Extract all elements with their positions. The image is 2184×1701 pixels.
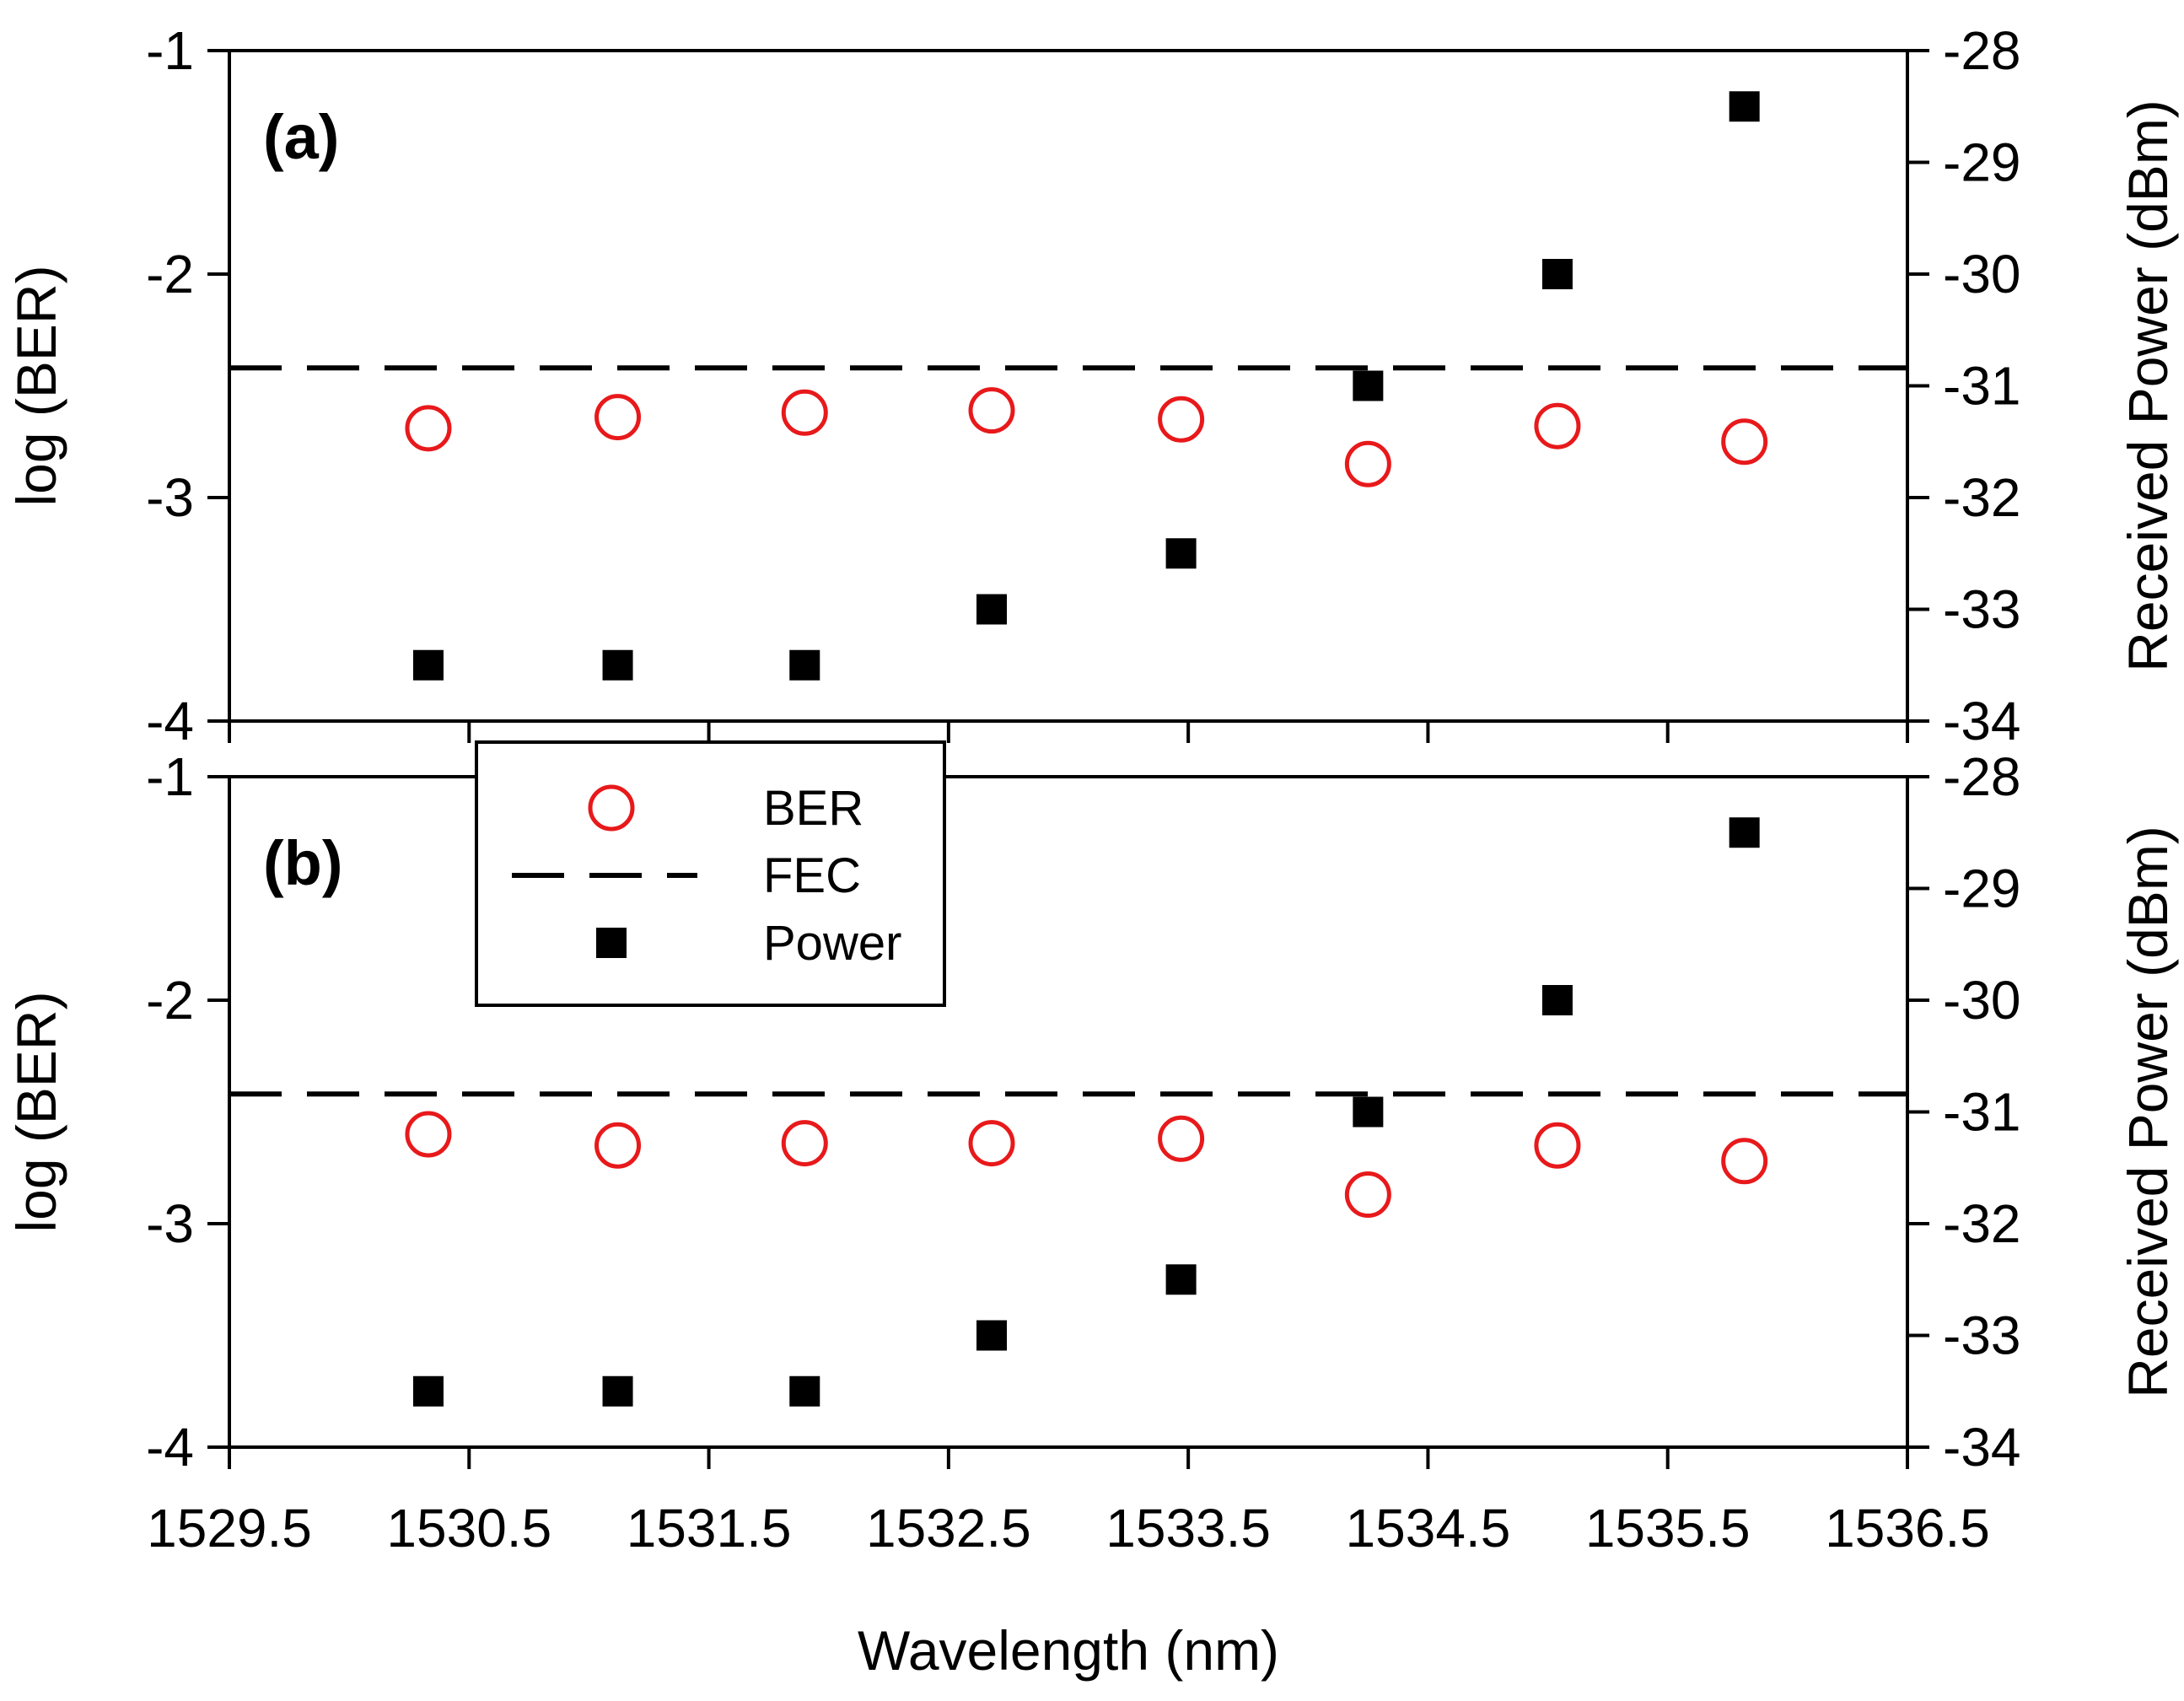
ber-point xyxy=(1721,1138,1768,1185)
power-point xyxy=(1353,370,1384,401)
legend-ber-symbol xyxy=(588,784,635,832)
power-point xyxy=(976,1320,1008,1351)
x-tick-label: 1530.5 xyxy=(386,1498,551,1558)
legend-entry: FEC xyxy=(763,848,861,903)
ber-point xyxy=(1158,396,1205,443)
power-point xyxy=(976,594,1008,625)
x-axis-title: Wavelength (nm) xyxy=(858,1619,1279,1682)
y-right-tick-label: -34 xyxy=(1943,1417,2021,1478)
power-point xyxy=(602,649,633,681)
y-right-tick-label: -30 xyxy=(1943,244,2021,304)
ber-point xyxy=(405,405,452,452)
y-left-tick-label: -2 xyxy=(146,244,194,304)
power-point xyxy=(789,649,820,681)
y-right-tick-label: -34 xyxy=(1943,691,2021,751)
ber-point xyxy=(968,1120,1015,1167)
legend-entry: Power xyxy=(763,916,901,971)
power-point xyxy=(412,1375,444,1407)
y-right-tick-label: -31 xyxy=(1943,356,2021,417)
power-point xyxy=(412,649,444,681)
y-left-axis-title: log (BER) xyxy=(5,265,67,506)
y-right-tick-label: -30 xyxy=(1943,970,2021,1031)
ber-point xyxy=(594,1122,642,1169)
y-left-tick-label: -3 xyxy=(146,1193,194,1254)
power-point xyxy=(1729,817,1760,848)
power-point xyxy=(1353,1096,1384,1128)
y-right-tick-label: -29 xyxy=(1943,132,2021,193)
y-right-tick-label: -29 xyxy=(1943,859,2021,919)
ber-point xyxy=(594,394,642,441)
x-tick-label: 1534.5 xyxy=(1346,1498,1511,1558)
ber-point xyxy=(1344,1171,1391,1219)
y-left-tick-label: -1 xyxy=(146,20,194,81)
x-tick-label: 1533.5 xyxy=(1105,1498,1271,1558)
y-left-tick-label: -2 xyxy=(146,970,194,1031)
y-right-axis-title: Received Power (dBm) xyxy=(2117,826,2179,1398)
x-tick-label: 1536.5 xyxy=(1825,1498,1990,1558)
ber-point xyxy=(1344,440,1391,487)
x-tick-label: 1535.5 xyxy=(1585,1498,1751,1558)
ber-point xyxy=(781,1120,828,1167)
y-left-tick-label: -4 xyxy=(146,1417,194,1478)
y-right-tick-label: -28 xyxy=(1943,20,2021,81)
y-right-tick-label: -28 xyxy=(1943,746,2021,807)
panel-label: (a) xyxy=(263,102,339,172)
y-right-tick-label: -33 xyxy=(1943,579,2021,640)
y-left-tick-label: -3 xyxy=(146,467,194,528)
ber-point xyxy=(1721,418,1768,466)
power-point xyxy=(1541,985,1573,1015)
y-right-axis-title: Received Power (dBm) xyxy=(2117,100,2179,672)
y-left-axis-title: log (BER) xyxy=(5,991,67,1232)
ber-point xyxy=(781,389,828,436)
y-right-tick-label: -32 xyxy=(1943,1193,2021,1254)
ber-point xyxy=(1534,1122,1581,1169)
ber-point xyxy=(968,387,1015,434)
y-right-tick-label: -31 xyxy=(1943,1082,2021,1143)
x-tick-label: 1531.5 xyxy=(627,1498,792,1558)
x-tick-label: 1529.5 xyxy=(147,1498,312,1558)
ber-point xyxy=(1534,402,1581,449)
power-point xyxy=(602,1375,633,1407)
power-point xyxy=(789,1375,820,1407)
y-left-tick-label: -4 xyxy=(146,691,194,751)
ber-point xyxy=(1158,1115,1205,1162)
power-point xyxy=(1165,1264,1197,1295)
power-point xyxy=(1729,91,1760,122)
x-tick-label: 1532.5 xyxy=(866,1498,1031,1558)
plot-frame xyxy=(228,49,1909,723)
power-point xyxy=(1165,538,1197,569)
y-left-tick-label: -1 xyxy=(146,746,194,807)
legend-entry: BER xyxy=(763,781,863,836)
legend-power-symbol xyxy=(596,928,627,958)
panel-label: (b) xyxy=(263,828,343,898)
y-right-tick-label: -33 xyxy=(1943,1305,2021,1366)
power-point xyxy=(1541,259,1573,289)
ber-point xyxy=(405,1111,452,1158)
y-right-tick-label: -32 xyxy=(1943,467,2021,528)
